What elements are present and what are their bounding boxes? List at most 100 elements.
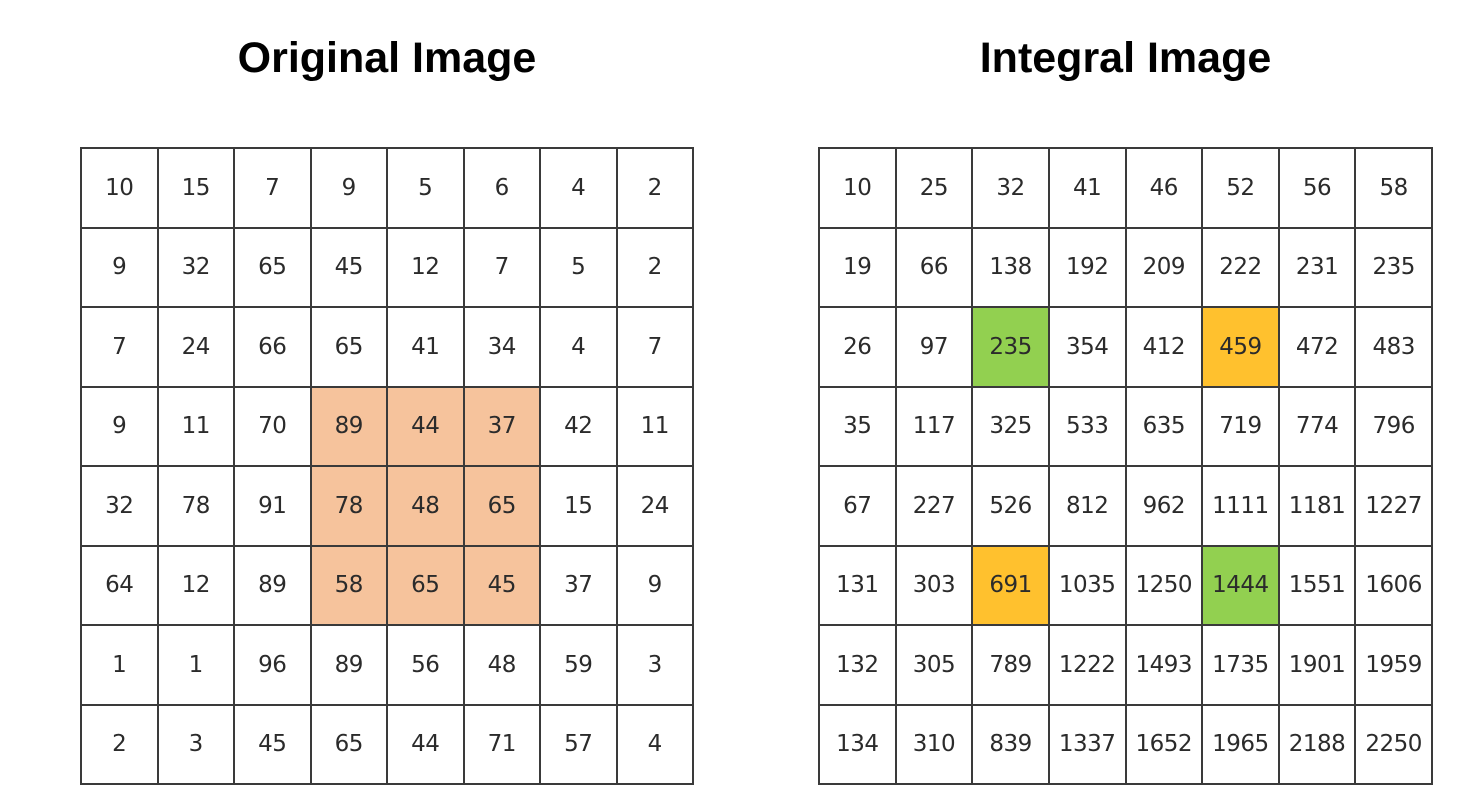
integral-cell-r8-c7: 2188 [1279,705,1357,785]
integral-cell-r7-c6: 1735 [1203,626,1280,706]
integral-cell-r6-c1: 131 [820,546,897,626]
integral-cell-r1-c3: 32 [973,149,1050,229]
original-cell-r6-c6: 45 [464,546,541,626]
original-cell-r7-c5: 56 [388,626,465,706]
original-cell-r4-c5: 44 [388,387,465,467]
integral-cell-r1-c2: 25 [896,149,974,229]
original-cell-r3-c8: 7 [617,308,694,388]
integral-cell-r2-c1: 19 [820,228,897,308]
integral-cell-r3-c2: 97 [896,308,974,388]
integral-cell-r6-c7: 1551 [1279,546,1357,626]
integral-cell-r8-c2: 310 [896,705,974,785]
original-cell-r4-c1: 9 [82,387,159,467]
original-cell-r6-c2: 12 [158,546,235,626]
original-cell-r2-c8: 2 [617,228,694,308]
integral-cell-r4-c8: 796 [1356,387,1433,467]
integral-cell-r2-c2: 66 [896,228,974,308]
original-cell-r7-c3: 96 [235,626,312,706]
original-cell-r3-c7: 4 [541,308,618,388]
integral-cell-r1-c8: 58 [1356,149,1433,229]
integral-cell-r2-c4: 192 [1049,228,1127,308]
original-cell-r3-c2: 24 [158,308,235,388]
integral-cell-r8-c1: 134 [820,705,897,785]
integral-cell-r6-c8: 1606 [1356,546,1433,626]
integral-cell-r5-c1: 67 [820,467,897,547]
integral-cell-r5-c3: 526 [973,467,1050,547]
original-cell-r2-c5: 12 [388,228,465,308]
original-cell-r6-c8: 9 [617,546,694,626]
integral-cell-r3-c8: 483 [1356,308,1433,388]
integral-cell-r1-c7: 56 [1279,149,1357,229]
integral-cell-r7-c7: 1901 [1279,626,1357,706]
integral-cell-r8-c5: 1652 [1126,705,1204,785]
integral-cell-r1-c6: 52 [1203,149,1280,229]
original-cell-r4-c3: 70 [235,387,312,467]
integral-cell-r7-c8: 1959 [1356,626,1433,706]
integral-cell-r2-c6: 222 [1203,228,1280,308]
integral-cell-r1-c5: 46 [1126,149,1204,229]
integral-cell-r5-c6: 1111 [1203,467,1280,547]
original-cell-r4-c6: 37 [464,387,541,467]
integral-cell-r4-c7: 774 [1279,387,1357,467]
original-cell-r6-c3: 89 [235,546,312,626]
integral-cell-r8-c8: 2250 [1356,705,1433,785]
original-cell-r5-c2: 78 [158,467,235,547]
original-cell-r3-c1: 7 [82,308,159,388]
original-cell-r3-c3: 66 [235,308,312,388]
original-cell-r5-c3: 91 [235,467,312,547]
original-cell-r7-c7: 59 [541,626,618,706]
original-cell-r1-c1: 10 [82,149,159,229]
original-cell-r1-c7: 4 [541,149,618,229]
original-cell-r5-c8: 24 [617,467,694,547]
integral-cell-r8-c3: 839 [973,705,1050,785]
integral-cell-r2-c7: 231 [1279,228,1357,308]
integral-cell-r7-c3: 789 [973,626,1050,706]
integral-cell-r3-c4: 354 [1049,308,1127,388]
original-cell-r2-c1: 9 [82,228,159,308]
integral-cell-r6-c4: 1035 [1049,546,1127,626]
original-cell-r3-c6: 34 [464,308,541,388]
integral-cell-r5-c4: 812 [1049,467,1127,547]
integral-cell-r7-c1: 132 [820,626,897,706]
original-cell-r1-c5: 5 [388,149,465,229]
integral-cell-r4-c4: 533 [1049,387,1127,467]
integral-cell-r7-c2: 305 [896,626,974,706]
integral-cell-r3-c6: 459 [1203,308,1280,388]
integral-cell-r5-c8: 1227 [1356,467,1433,547]
integral-cell-r6-c5: 1250 [1126,546,1204,626]
integral-cell-r3-c1: 26 [820,308,897,388]
original-cell-r4-c7: 42 [541,387,618,467]
integral-cell-r7-c4: 1222 [1049,626,1127,706]
original-cell-r5-c1: 32 [82,467,159,547]
integral-cell-r3-c5: 412 [1126,308,1204,388]
integral-cell-r1-c4: 41 [1049,149,1127,229]
integral-cell-r1-c1: 10 [820,149,897,229]
original-cell-r2-c2: 32 [158,228,235,308]
original-cell-r8-c6: 71 [464,705,541,785]
original-cell-r6-c7: 37 [541,546,618,626]
original-image-title: Original Image [237,34,537,82]
original-cell-r7-c6: 48 [464,626,541,706]
original-cell-r1-c3: 7 [235,149,312,229]
original-cell-r7-c1: 1 [82,626,159,706]
original-cell-r8-c5: 44 [388,705,465,785]
integral-cell-r3-c3: 235 [973,308,1050,388]
integral-cell-r2-c3: 138 [973,228,1050,308]
integral-cell-r6-c3: 691 [973,546,1050,626]
original-cell-r6-c5: 65 [388,546,465,626]
original-cell-r7-c4: 89 [311,626,388,706]
integral-cell-r4-c1: 35 [820,387,897,467]
original-cell-r8-c7: 57 [541,705,618,785]
original-cell-r1-c4: 9 [311,149,388,229]
original-cell-r1-c2: 15 [158,149,235,229]
original-cell-r4-c8: 11 [617,387,694,467]
original-cell-r6-c1: 64 [82,546,159,626]
original-cell-r7-c8: 3 [617,626,694,706]
integral-cell-r2-c5: 209 [1126,228,1204,308]
original-cell-r3-c4: 65 [311,308,388,388]
integral-cell-r4-c3: 325 [973,387,1050,467]
original-cell-r5-c4: 78 [311,467,388,547]
original-cell-r2-c3: 65 [235,228,312,308]
original-cell-r3-c5: 41 [388,308,465,388]
original-cell-r8-c1: 2 [82,705,159,785]
